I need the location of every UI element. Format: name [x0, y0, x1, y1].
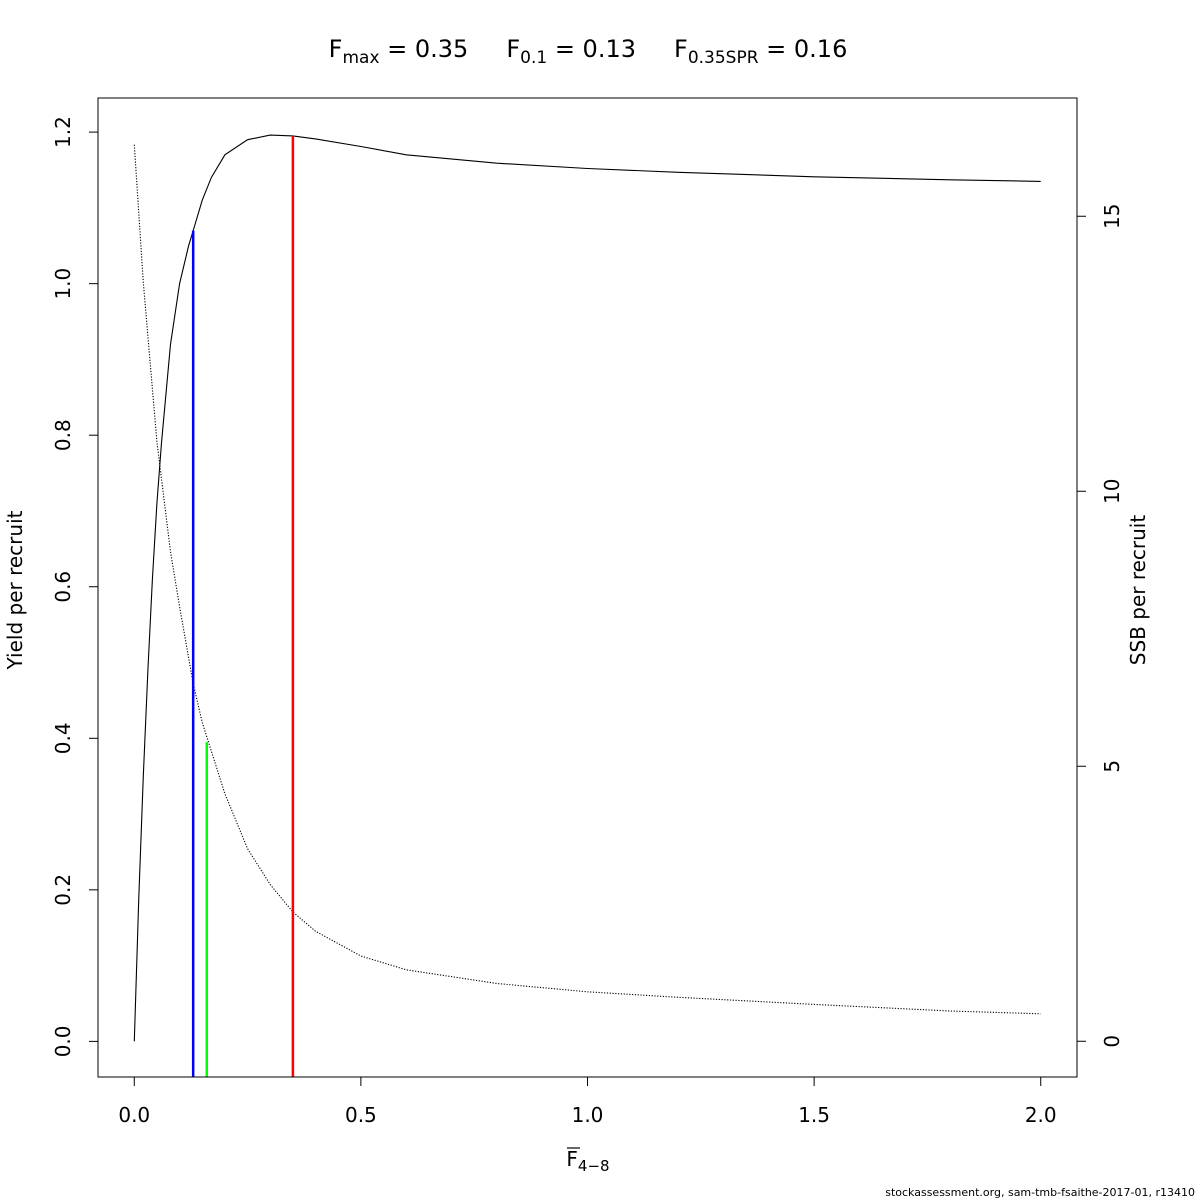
title-subscript: max	[342, 48, 379, 68]
x-axis-label: F4−8	[566, 1147, 609, 1175]
plot-frame	[97, 97, 1078, 1078]
y-left-tick-label: 0.8	[51, 419, 75, 451]
title-value: = 0.16	[759, 35, 848, 63]
x-label-symbol: F	[566, 1147, 578, 1171]
x-tick-label: 1.0	[572, 1103, 604, 1127]
title-value: = 0.35	[380, 35, 469, 63]
footer-credit: stockassessment.org, sam-tmb-fsaithe-201…	[885, 1186, 1195, 1199]
title-symbol: F	[506, 35, 520, 63]
title-subscript: 0.1	[520, 48, 547, 68]
x-axis: 0.0 0.5 1.0 1.5 2.0	[118, 1076, 1057, 1127]
y-left-tick-label: 1.2	[51, 116, 75, 148]
y-axis-left-label: Yield per recruit	[3, 510, 27, 670]
chart-title: Fmax = 0.35 F0.1 = 0.13 F0.35SPR = 0.16	[329, 35, 848, 68]
x-tick-label: 0.0	[118, 1103, 150, 1127]
y-axis-right-label: SSB per recruit	[1126, 515, 1150, 666]
y-right-tick-label: 10	[1100, 479, 1124, 504]
y-left-tick-label: 0.2	[51, 874, 75, 906]
y-axis-right: 0 5 10 15	[1076, 204, 1124, 1048]
y-left-tick-label: 1.0	[51, 268, 75, 300]
y-left-tick-label: 0.6	[51, 571, 75, 603]
y-left-tick-label: 0.0	[51, 1025, 75, 1057]
title-symbol: F	[329, 35, 343, 63]
title-symbol: F	[674, 35, 688, 63]
y-right-tick-label: 0	[1100, 1035, 1124, 1048]
title-value: = 0.13	[547, 35, 636, 63]
y-right-tick-label: 15	[1100, 204, 1124, 229]
x-tick-label: 1.5	[798, 1103, 830, 1127]
yield-per-recruit-line	[133, 134, 1041, 1042]
y-right-tick-label: 5	[1100, 760, 1124, 773]
y-left-tick-label: 0.4	[51, 722, 75, 754]
x-label-subscript: 4−8	[578, 1157, 610, 1175]
title-subscript: 0.35SPR	[688, 48, 759, 68]
title-text: Fmax = 0.35 F0.1 = 0.13 F0.35SPR = 0.16	[329, 35, 848, 68]
ssb-per-recruit-line	[133, 144, 1041, 1015]
x-tick-label: 0.5	[345, 1103, 377, 1127]
x-tick-label: 2.0	[1025, 1103, 1057, 1127]
y-axis-left: 0.0 0.2 0.4 0.6 0.8 1.0 1.2	[51, 116, 99, 1057]
